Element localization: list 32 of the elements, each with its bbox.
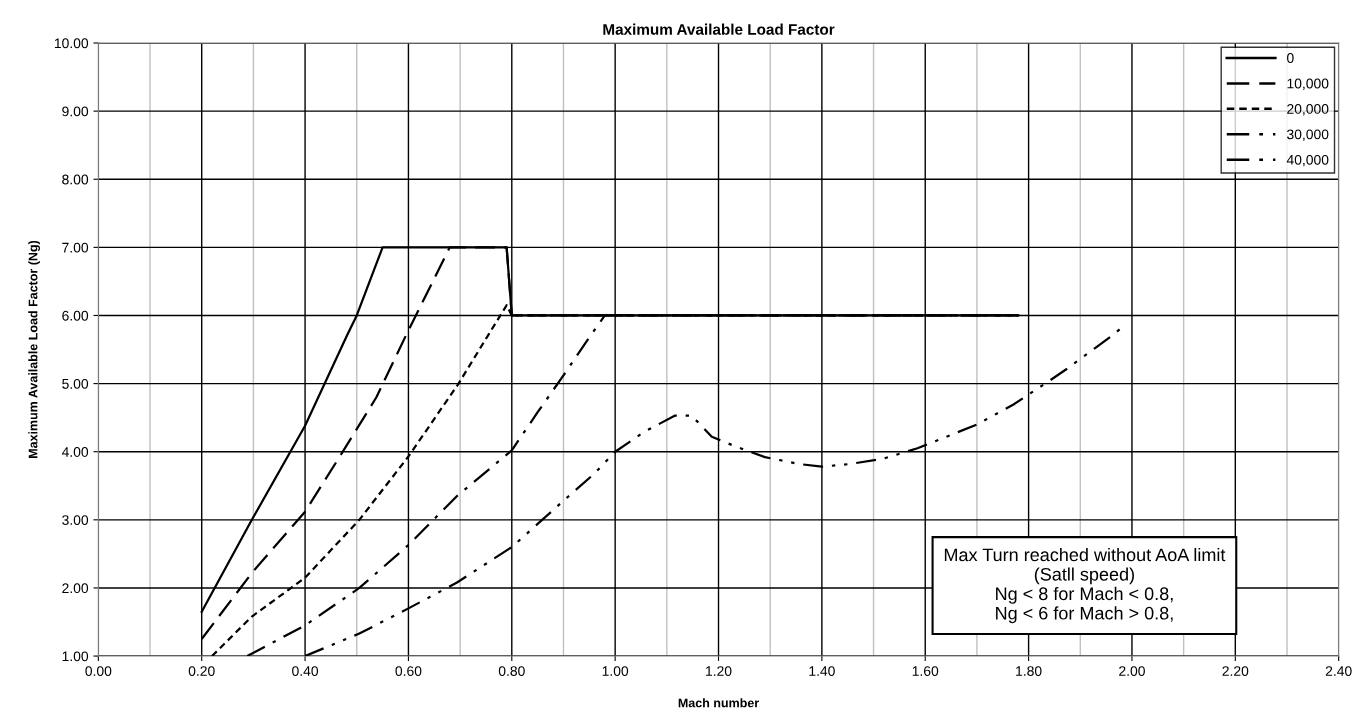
x-tick-label: 1.80 [1016, 666, 1042, 676]
legend-label: 0 [1287, 53, 1294, 63]
legend-label: 30,000 [1287, 129, 1329, 141]
x-tick-label: 1.40 [809, 666, 835, 676]
y-tick-label: 10.00 [54, 38, 89, 49]
y-tick-label: 5.00 [62, 378, 89, 389]
legend-label: 40,000 [1286, 154, 1329, 167]
chart-title: Maximum Available Load Factor [603, 23, 835, 35]
x-tick-label: 2.40 [1325, 666, 1352, 676]
legend-label: 10,000 [1287, 78, 1329, 91]
x-tick-label: 1.20 [706, 666, 732, 676]
x-tick-label: 0.60 [395, 666, 422, 676]
y-axis-title: Maximum Available Load Factor (Ng) [28, 240, 40, 458]
y-tick-label: 6.00 [62, 310, 89, 321]
x-tick-label: 1.60 [912, 666, 939, 676]
x-axis-title: Mach number [678, 698, 759, 708]
annotation: Max Turn reached without AoA limit (Satll speed) Ng < 8 for Mach < 0.8, Ng < 6 for Mach > 0.8, [944, 547, 1226, 624]
y-tick-label: 8.00 [62, 174, 89, 185]
y-tick-label: 7.00 [62, 242, 89, 253]
x-tick-label: 0.00 [85, 666, 112, 676]
x-tick-label: 0.20 [188, 666, 215, 676]
legend-label: 20,000 [1287, 104, 1329, 116]
x-tick-label: 2.20 [1222, 666, 1249, 676]
y-tick-label: 3.00 [62, 515, 89, 525]
x-tick-label: 0.80 [498, 666, 525, 676]
y-tick-label: 1.00 [62, 651, 89, 662]
y-tick-label: 2.00 [62, 583, 89, 594]
y-tick-label: 9.00 [62, 106, 89, 117]
x-tick-label: 0.40 [292, 666, 319, 676]
y-tick-label: 4.00 [61, 447, 89, 457]
x-tick-label: 2.00 [1119, 666, 1145, 676]
x-tick-label: 1.00 [602, 666, 629, 676]
